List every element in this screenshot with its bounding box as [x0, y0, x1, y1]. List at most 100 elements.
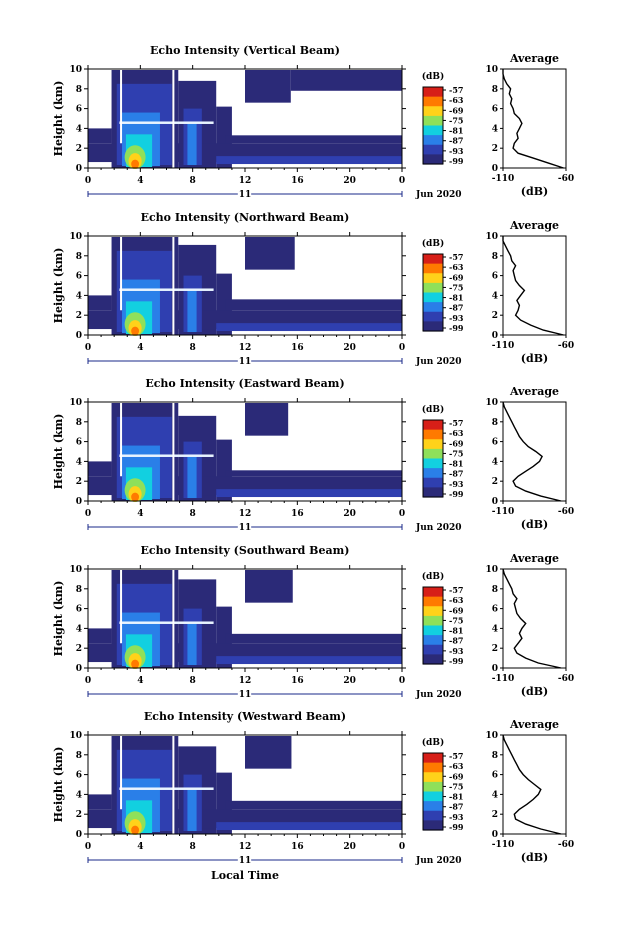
- y-tick-label: 10: [69, 232, 82, 242]
- day-label: 11: [239, 523, 252, 533]
- profile-y-tick-label: 6: [492, 272, 498, 282]
- profile-y-tick-label: 0: [492, 497, 498, 507]
- x-tick-label: 8: [190, 842, 196, 852]
- heatmap-gap: [172, 735, 175, 834]
- panel-title: Echo Intensity (Eastward Beam): [145, 377, 344, 390]
- profile-title: Average: [509, 52, 559, 65]
- panel-title: Echo Intensity (Southward Beam): [141, 544, 350, 557]
- y-tick-label: 6: [76, 272, 82, 282]
- profile-x-tick-label: -60: [558, 174, 574, 184]
- profile-x-tick-label: -110: [492, 507, 515, 517]
- colorbar-tick-label: -57: [449, 751, 463, 761]
- profile-x-tick-label: -60: [558, 674, 574, 684]
- profile-y-tick-label: 4: [492, 124, 498, 134]
- colorbar-swatch: [423, 439, 443, 450]
- colorbar-tick-label: -57: [449, 85, 463, 95]
- colorbar-swatch: [423, 762, 443, 773]
- colorbar-tick-label: -81: [449, 459, 463, 469]
- date-label: Jun 2020: [415, 523, 462, 533]
- colorbar-unit: (dB): [422, 238, 444, 249]
- profile-y-tick-label: 2: [492, 644, 498, 654]
- colorbar-swatch: [423, 458, 443, 469]
- heatmap-cell: [131, 659, 140, 669]
- colorbar-tick-label: -75: [449, 448, 463, 458]
- heatmap-gap: [120, 402, 123, 477]
- profile-y-tick-label: 8: [492, 751, 498, 761]
- y-tick-label: 6: [76, 771, 82, 781]
- x-tick-label: 4: [137, 676, 143, 686]
- x-tick-label: 20: [343, 176, 356, 186]
- profile-x-tick-label: -60: [558, 840, 574, 850]
- profile-x-label: (dB): [521, 851, 548, 864]
- colorbar-tick-label: -99: [449, 489, 464, 499]
- y-tick-label: 0: [76, 497, 82, 507]
- colorbar-swatch: [423, 87, 443, 98]
- heatmap-cell: [88, 128, 112, 144]
- colorbar-swatch: [423, 810, 443, 821]
- y-axis-label: Height (km): [52, 81, 65, 157]
- profile-y-tick-label: 8: [492, 418, 498, 428]
- x-tick-label: 20: [343, 343, 356, 353]
- colorbar-swatch: [423, 772, 443, 783]
- x-tick-label: 0: [85, 676, 91, 686]
- y-tick-label: 6: [76, 605, 82, 615]
- profile-y-tick-label: 4: [492, 790, 498, 800]
- colorbar-swatch: [423, 429, 443, 440]
- colorbar-tick-label: -57: [449, 585, 463, 595]
- colorbar-tick-label: -57: [449, 418, 463, 428]
- panel-title: Echo Intensity (Northward Beam): [141, 211, 350, 224]
- colorbar-tick-label: -69: [449, 272, 464, 282]
- x-axis-label: Local Time: [211, 869, 279, 882]
- x-tick-label: 12: [239, 509, 252, 519]
- colorbar-tick-label: -63: [449, 428, 464, 438]
- colorbar-swatch: [423, 144, 443, 155]
- y-axis-label: Height (km): [52, 248, 65, 324]
- heatmap-cell: [88, 794, 112, 810]
- heatmap-cell: [187, 788, 197, 832]
- x-tick-label: 0: [85, 343, 91, 353]
- colorbar-tick-label: -57: [449, 252, 463, 262]
- x-tick-label: 0: [85, 842, 91, 852]
- x-tick-label: 20: [343, 842, 356, 852]
- colorbar-swatch: [423, 587, 443, 598]
- colorbar-swatch: [423, 448, 443, 460]
- colorbar-tick-label: -69: [449, 771, 464, 781]
- colorbar-swatch: [423, 606, 443, 617]
- profile-y-tick-label: 6: [492, 771, 498, 781]
- heatmap-cell: [225, 470, 402, 477]
- heatmap-gap: [120, 569, 123, 644]
- profile-line: [502, 568, 562, 669]
- profile-y-tick-label: 8: [492, 85, 498, 95]
- heatmap-bright-band: [119, 121, 214, 124]
- y-tick-label: 10: [69, 65, 82, 75]
- x-tick-label: 12: [239, 842, 252, 852]
- colorbar-swatch: [423, 282, 443, 294]
- colorbar-tick-label: -69: [449, 105, 464, 115]
- x-tick-label: 8: [190, 176, 196, 186]
- profile-y-tick-label: 10: [485, 65, 498, 75]
- profile-y-tick-label: 2: [492, 144, 498, 154]
- y-tick-label: 0: [76, 331, 82, 341]
- colorbar-swatch: [423, 820, 443, 831]
- y-tick-label: 2: [76, 311, 82, 321]
- colorbar-tick-label: -93: [449, 646, 464, 656]
- colorbar-frame: [422, 752, 444, 831]
- colorbar-tick-label: -81: [449, 792, 463, 802]
- x-tick-label: 12: [239, 176, 252, 186]
- profile-title: Average: [509, 219, 559, 232]
- y-tick-label: 0: [76, 830, 82, 840]
- colorbar-unit: (dB): [422, 737, 444, 748]
- profile-y-tick-label: 10: [485, 398, 498, 408]
- heatmap-cell: [88, 628, 112, 644]
- colorbar-tick-label: -99: [449, 822, 464, 832]
- x-tick-label: 8: [190, 676, 196, 686]
- heatmap-cell: [131, 326, 140, 336]
- colorbar-frame: [422, 586, 444, 665]
- x-tick-label: 4: [137, 343, 143, 353]
- day-label: 11: [239, 357, 252, 367]
- heatmap-gap: [120, 236, 123, 311]
- colorbar-tick-label: -75: [449, 781, 463, 791]
- heatmap-gap: [172, 569, 175, 668]
- colorbar-swatch: [423, 154, 443, 165]
- y-tick-label: 2: [76, 477, 82, 487]
